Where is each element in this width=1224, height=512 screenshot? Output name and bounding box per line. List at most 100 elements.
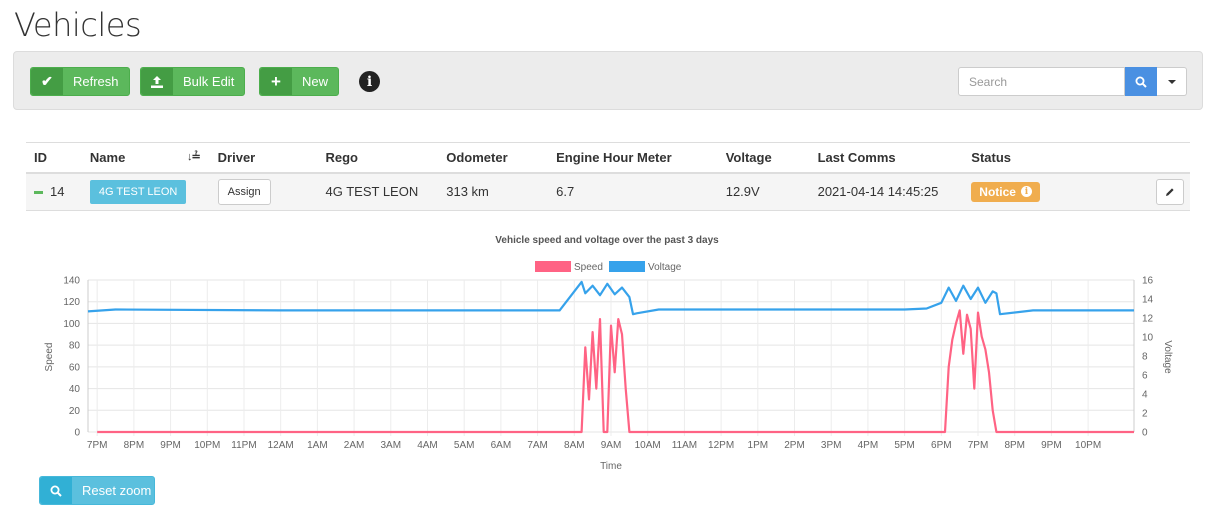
y-left-tick-label: 100 xyxy=(63,319,80,330)
y-right-tick-label: 10 xyxy=(1142,333,1154,344)
vehicle-name-badge[interactable]: 4G TEST LEON xyxy=(89,179,187,204)
x-tick-label: 2PM xyxy=(784,440,805,451)
info-icon: i xyxy=(1020,186,1032,198)
legend-swatch-voltage xyxy=(609,261,645,272)
status-label: Notice xyxy=(979,184,1016,199)
reset-zoom-button[interactable]: Reset zoom xyxy=(39,476,155,505)
status-badge[interactable]: Notice i xyxy=(971,181,1040,202)
series-line-voltage xyxy=(87,280,1134,316)
x-tick-label: 3AM xyxy=(381,440,402,451)
y-left-tick-label: 120 xyxy=(63,297,80,308)
new-button[interactable]: + New xyxy=(259,67,340,96)
search-group xyxy=(958,67,1187,96)
x-tick-label: 4PM xyxy=(858,440,879,451)
col-voltage[interactable]: Voltage xyxy=(717,142,810,174)
series-line-speed xyxy=(97,309,1134,434)
x-tick-label: 1AM xyxy=(307,440,328,451)
cell-status: Notice i xyxy=(963,172,1148,211)
chart-grid xyxy=(87,279,1135,436)
info-icon[interactable]: i xyxy=(359,71,380,92)
x-tick-label: 11AM xyxy=(672,440,697,451)
col-status[interactable]: Status xyxy=(963,142,1148,174)
y-left-tick-label: 60 xyxy=(69,362,81,373)
x-tick-label: 9PM xyxy=(1041,440,1062,451)
col-actions xyxy=(1148,142,1190,174)
y-left-tick-label: 40 xyxy=(69,384,81,395)
collapse-icon[interactable] xyxy=(34,191,43,195)
bulk-edit-button[interactable]: Bulk Edit xyxy=(140,67,246,96)
refresh-button[interactable]: ✔ Refresh xyxy=(30,67,130,96)
x-tick-label: 6PM xyxy=(931,440,952,451)
col-name-label: Name xyxy=(89,149,126,165)
y-axis-left-ticks: 0 20 40 60 80 100 120 140 xyxy=(63,276,80,439)
legend-label-speed: Speed xyxy=(574,262,603,273)
legend-label-voltage: Voltage xyxy=(648,262,682,273)
cell-engine-hours: 6.7 xyxy=(548,172,718,211)
speed-voltage-chart[interactable]: Vehicle speed and voltage over the past … xyxy=(0,228,1224,474)
y-axis-right-label: Voltage xyxy=(1162,340,1173,374)
y-left-tick-label: 20 xyxy=(69,406,81,417)
legend-swatch-speed xyxy=(535,261,571,272)
x-tick-label: 4AM xyxy=(417,440,438,451)
y-left-tick-label: 0 xyxy=(74,428,80,439)
assign-driver-button[interactable]: Assign xyxy=(217,178,271,205)
x-tick-label: 5PM xyxy=(894,440,915,451)
x-tick-label: 3PM xyxy=(821,440,842,451)
search-icon xyxy=(1135,76,1147,88)
x-tick-label: 5AM xyxy=(454,440,475,451)
table-header-row: ID Name ↓≟ Driver Rego Odometer Engine Ho… xyxy=(26,142,1190,174)
y-right-tick-label: 8 xyxy=(1142,352,1148,363)
x-tick-label: 12AM xyxy=(268,440,294,451)
bulk-edit-label: Bulk Edit xyxy=(183,74,235,89)
x-tick-label: 12PM xyxy=(708,440,734,451)
y-axis-right-ticks: 0 2 4 6 8 10 12 14 16 xyxy=(1142,276,1154,439)
cell-id: 14 xyxy=(26,172,82,211)
x-tick-label: 11PM xyxy=(231,440,256,451)
x-tick-label: 10PM xyxy=(194,440,220,451)
col-engine-hours[interactable]: Engine Hour Meter xyxy=(548,142,718,174)
x-tick-label: 2AM xyxy=(344,440,365,451)
table-row: 14 4G TEST LEON Assign 4G TEST LEON 313 … xyxy=(26,172,1190,211)
page-title: Vehicles xyxy=(14,6,142,44)
upload-icon xyxy=(141,68,173,95)
plus-icon: + xyxy=(260,68,292,95)
x-tick-label: 10AM xyxy=(635,440,661,451)
y-left-tick-label: 140 xyxy=(63,276,80,287)
y-right-tick-label: 6 xyxy=(1142,371,1148,382)
cell-driver: Assign xyxy=(209,172,318,211)
x-axis-ticks: 7PM 8PM 9PM 10PM 11PM 12AM 1AM 2AM 3AM 4AM 5AM 6AM 7… xyxy=(87,440,1101,451)
y-right-tick-label: 16 xyxy=(1142,276,1154,287)
vehicle-id: 14 xyxy=(50,184,65,200)
col-id[interactable]: ID xyxy=(26,142,82,174)
reset-zoom-label: Reset zoom xyxy=(82,483,152,498)
x-tick-label: 9PM xyxy=(160,440,181,451)
col-driver[interactable]: Driver xyxy=(209,142,318,174)
edit-button[interactable] xyxy=(1156,178,1184,205)
search-dropdown-button[interactable] xyxy=(1157,67,1187,96)
search-icon xyxy=(40,477,72,504)
new-label: New xyxy=(302,74,329,89)
vehicles-table: ID Name ↓≟ Driver Rego Odometer Engine Ho… xyxy=(26,142,1190,211)
refresh-label: Refresh xyxy=(73,74,119,89)
x-tick-label: 1PM xyxy=(748,440,769,451)
col-name[interactable]: Name ↓≟ xyxy=(81,142,210,174)
col-last-comms[interactable]: Last Comms xyxy=(809,142,964,174)
toolbar: ✔ Refresh Bulk Edit + New i xyxy=(13,51,1203,110)
col-rego[interactable]: Rego xyxy=(317,142,439,174)
col-odometer[interactable]: Odometer xyxy=(438,142,549,174)
chart-series xyxy=(87,280,1134,434)
cell-voltage: 12.9V xyxy=(717,172,810,211)
search-button[interactable] xyxy=(1125,67,1157,96)
chart-title: Vehicle speed and voltage over the past … xyxy=(495,235,719,246)
y-right-tick-label: 14 xyxy=(1142,295,1154,306)
search-input[interactable] xyxy=(958,67,1125,96)
sort-icon[interactable]: ↓≟ xyxy=(186,150,201,163)
chevron-down-icon xyxy=(1167,79,1176,84)
x-tick-label: 6AM xyxy=(491,440,512,451)
y-left-tick-label: 80 xyxy=(69,341,81,352)
pencil-icon xyxy=(1166,188,1174,196)
cell-last-comms: 2021-04-14 14:45:25 xyxy=(809,172,964,211)
x-tick-label: 9AM xyxy=(601,440,622,451)
x-tick-label: 7PM xyxy=(968,440,989,451)
cell-name: 4G TEST LEON xyxy=(81,172,210,211)
